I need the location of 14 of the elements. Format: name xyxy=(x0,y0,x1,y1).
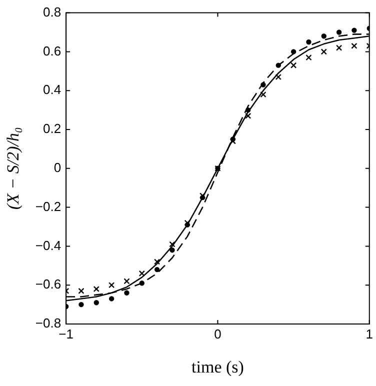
y-tick-label: −0.8 xyxy=(35,316,62,331)
x-axis-title: time (s) xyxy=(192,357,244,376)
y-tick-label: 0.6 xyxy=(42,43,62,58)
y-tick-label: 0.2 xyxy=(42,121,62,136)
y-tick-label: −0.2 xyxy=(35,198,62,214)
x-tick-label: 0 xyxy=(214,326,222,342)
y-tick-label: −0.6 xyxy=(35,276,62,292)
y-tick-label: −0.4 xyxy=(35,238,62,253)
y-tick-label: 0.4 xyxy=(42,82,62,98)
y-tick-label: 0 xyxy=(54,160,62,175)
x-tick-label: −1 xyxy=(58,326,74,342)
y-axis-title: (X − S/2)/h₀ xyxy=(4,127,23,210)
y-tick-label: 0.8 xyxy=(42,4,62,20)
x-tick-label: 1 xyxy=(366,326,373,342)
